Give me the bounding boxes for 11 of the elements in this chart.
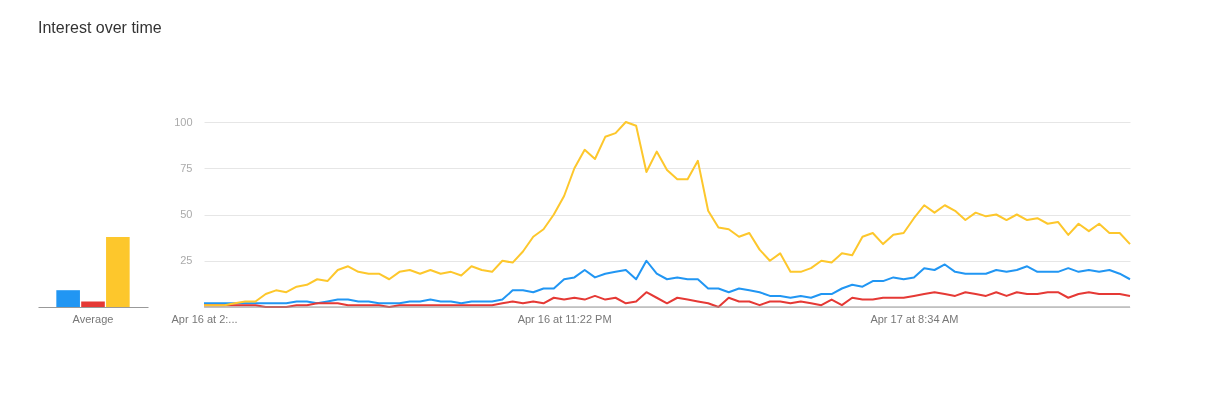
y-tick-label: 25 — [180, 254, 193, 267]
chart-title: Interest over time — [38, 19, 162, 36]
x-tick-label: Apr 16 at 2:... — [171, 312, 238, 325]
line-series — [203, 259, 1131, 305]
x-tick-label: Apr 16 at 11:22 PM — [517, 312, 612, 325]
x-tick-label: Apr 17 at 8:34 AM — [870, 312, 959, 325]
y-tick-label: 100 — [174, 115, 193, 128]
x-tick-label: Average — [72, 312, 114, 325]
line-series — [203, 121, 1131, 307]
y-tick-label: 75 — [180, 161, 193, 174]
y-tick-label: 50 — [180, 208, 193, 220]
